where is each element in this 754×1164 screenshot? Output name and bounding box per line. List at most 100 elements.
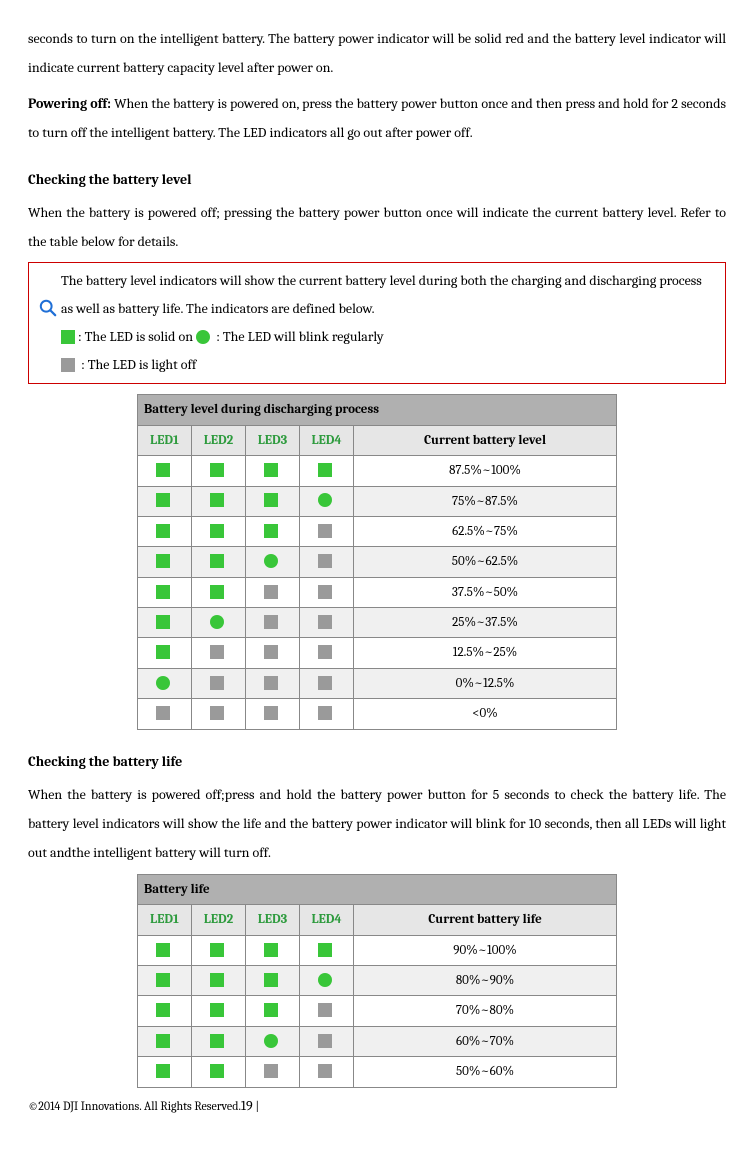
led-cell [246,935,300,965]
led-cell [192,1026,246,1056]
led-cell [246,996,300,1026]
table-row: 70%~80% [138,996,617,1026]
level-label: 60%~70% [354,1026,617,1056]
led-cell [246,608,300,638]
led-cell [192,699,246,729]
led-solid-icon [156,615,170,629]
led-blink-icon [318,973,332,987]
led-blink-icon [264,554,278,568]
led-off-icon [264,676,278,690]
discharge-table: Battery level during discharging process… [137,394,617,729]
footer-sep: | [253,1099,259,1113]
table-row: <0% [138,699,617,729]
check-level-heading: Checking the battery level [28,166,726,194]
led-cell [138,456,192,486]
led-off-icon [210,645,224,659]
led-solid-icon [318,943,332,957]
led-off-icon [264,645,278,659]
table-row: 50%~62.5% [138,547,617,577]
led-cell [300,547,354,577]
led-cell [138,638,192,668]
level-label: 90%~100% [354,935,617,965]
table-row: 62.5%~75% [138,516,617,546]
table-row: 75%~87.5% [138,486,617,516]
led-cell [246,547,300,577]
footer-copyright: ©2014 DJI Innovations. All Rights Reserv… [28,1099,241,1113]
led-cell [300,456,354,486]
led-cell [192,516,246,546]
led-header: LED2 [192,905,246,935]
led-cell [192,456,246,486]
note-box: The battery level indicators will show t… [28,262,726,384]
led-cell [138,699,192,729]
led-solid-icon [210,973,224,987]
life-table: Battery lifeLED1LED2LED3LED4Current batt… [137,874,617,1088]
led-off-icon [318,554,332,568]
level-label: 75%~87.5% [354,486,617,516]
led-cell [192,668,246,698]
table-title: Battery life [138,874,617,904]
table-row: 50%~60% [138,1057,617,1087]
led-solid-icon [264,973,278,987]
led-solid-icon [156,463,170,477]
led-header: LED4 [300,425,354,455]
level-label: 62.5%~75% [354,516,617,546]
led-cell [246,516,300,546]
led-solid-icon [156,554,170,568]
table-row: 25%~37.5% [138,608,617,638]
led-solid-icon [210,1064,224,1078]
led-cell [138,1026,192,1056]
led-blink-icon [264,1034,278,1048]
led-solid-icon [156,1034,170,1048]
level-label: 80%~90% [354,965,617,995]
led-cell [246,668,300,698]
table-row: 87.5%~100% [138,456,617,486]
led-cell [300,516,354,546]
led-off-icon [264,1064,278,1078]
led-off-icon [318,1034,332,1048]
powering-off-label: Powering off: [28,95,111,112]
led-header: LED3 [246,905,300,935]
led-cell [300,668,354,698]
led-solid-icon [210,493,224,507]
led-cell [192,577,246,607]
led-blink-icon [156,676,170,690]
led-off-icon [61,358,75,372]
check-level-text: When the battery is powered off; pressin… [28,198,726,257]
led-cell [300,996,354,1026]
led-solid-icon [210,524,224,538]
table-row: 37.5%~50% [138,577,617,607]
led-cell [246,1026,300,1056]
led-solid-icon [210,1034,224,1048]
led-solid-icon [156,1064,170,1078]
led-cell [246,699,300,729]
level-label: 37.5%~50% [354,577,617,607]
led-solid-icon [264,463,278,477]
led-cell [138,996,192,1026]
led-off-icon [210,676,224,690]
led-blink-icon [196,330,210,344]
level-label: 87.5%~100% [354,456,617,486]
led-cell [192,965,246,995]
led-cell [300,577,354,607]
led-cell [138,668,192,698]
led-solid-icon [156,493,170,507]
led-off-icon [318,524,332,538]
led-off-icon [156,706,170,720]
led-cell [246,965,300,995]
level-label: 50%~62.5% [354,547,617,577]
led-cell [300,699,354,729]
led-solid-icon [156,973,170,987]
led-solid-icon [156,943,170,957]
led-header: LED1 [138,425,192,455]
current-header: Current battery life [354,905,617,935]
table-row: 12.5%~25% [138,638,617,668]
led-header: LED2 [192,425,246,455]
led-solid-icon [210,943,224,957]
led-header: LED4 [300,905,354,935]
led-off-icon [210,706,224,720]
level-label: 0%~12.5% [354,668,617,698]
level-label: 12.5%~25% [354,638,617,668]
led-off-icon [318,1003,332,1017]
led-cell [246,486,300,516]
